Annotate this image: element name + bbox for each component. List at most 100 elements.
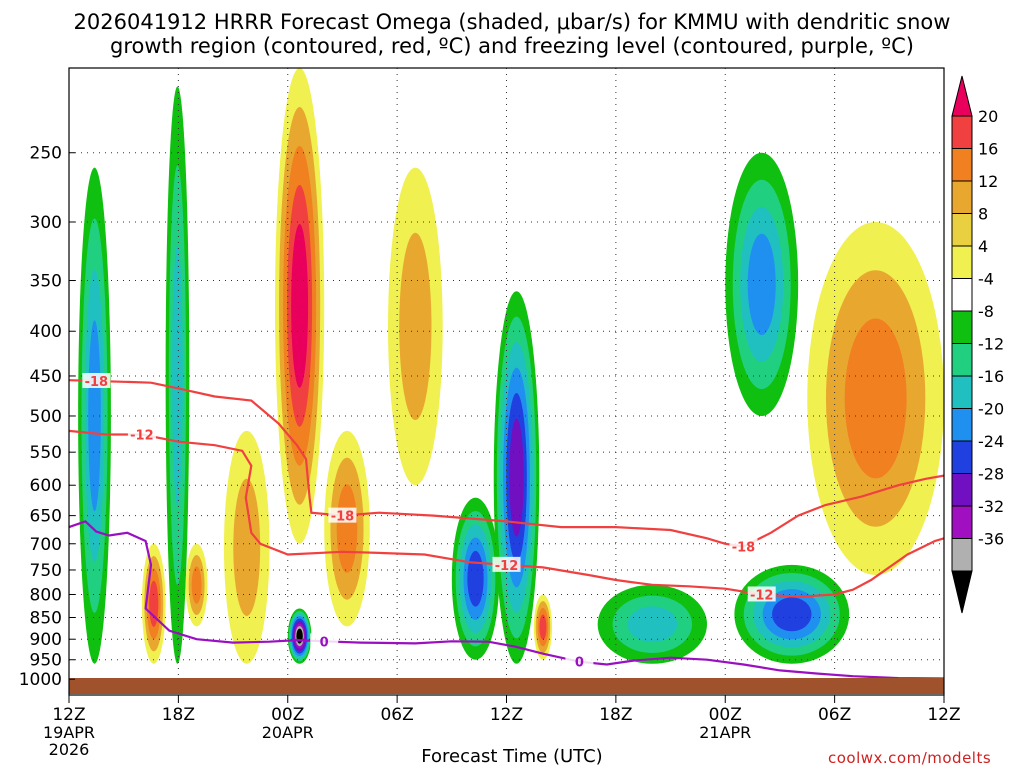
colorbar-top-triangle	[951, 75, 973, 117]
omega-colorbar: 20 16 12 8 4 -4 -8 -12 -16 -20 -24 -28 -32 -36	[951, 75, 1004, 614]
chart-title-line-2: growth region (contoured, red, ºC) and f…	[110, 34, 914, 58]
colorbar-swatch-1	[951, 115, 973, 149]
freezing-level-line	[69, 520, 944, 680]
contour-minus18-label: -18	[331, 510, 355, 525]
colorbar-label: 8	[978, 205, 988, 224]
x-tick-label: 00Z	[271, 705, 304, 725]
colorbar-swatch-10	[951, 408, 973, 442]
x-tick-sublabel: 2026	[49, 740, 90, 759]
colorbar-label: 16	[978, 140, 998, 159]
colorbar-label: 12	[978, 172, 998, 191]
contour-minus12-label: -12	[750, 588, 774, 603]
omega-region-13-level-3	[747, 233, 776, 336]
freezing-level-label: 0	[575, 656, 584, 671]
y-tick-label: 450	[30, 367, 62, 387]
x-tick-sublabel: 19APR	[43, 723, 95, 742]
colorbar-swatch-3	[951, 180, 973, 214]
omega-region-15-level-2	[844, 318, 907, 479]
colorbar-label: 20	[978, 107, 998, 126]
pressure-axis: 2503003504004505005506006507007508008509…	[19, 144, 75, 690]
omega-region-10-level-5	[509, 418, 524, 537]
x-tick-sublabel: 21APR	[699, 723, 751, 742]
contour-minus12-label-bg	[492, 556, 521, 572]
omega-region-3-level-2	[191, 566, 202, 604]
x-tick-sublabel: 20APR	[262, 723, 314, 742]
freezing-level-label: 0	[320, 635, 329, 650]
y-tick-label: 600	[30, 476, 62, 496]
y-tick-label: 800	[30, 585, 62, 605]
contour-minus18-label: -18	[85, 375, 109, 390]
colorbar-swatch-14	[951, 538, 973, 572]
y-tick-label: 300	[30, 213, 62, 233]
contour-minus18-line	[69, 379, 944, 548]
y-tick-label: 650	[30, 507, 62, 527]
x-tick-label: 00Z	[709, 705, 742, 725]
colorbar-swatch-7	[951, 310, 973, 344]
contour-minus12-label: -12	[495, 559, 519, 574]
colorbar-label: -16	[978, 367, 1004, 386]
colorbar-label: -20	[978, 400, 1004, 419]
y-tick-label: 550	[30, 443, 62, 463]
x-tick-label: 12Z	[490, 705, 523, 725]
colorbar-bottom-triangle	[951, 570, 973, 614]
colorbar-label: -4	[978, 270, 994, 289]
colorbar-label: -28	[978, 465, 1004, 484]
x-tick-label: 18Z	[599, 705, 632, 725]
colorbar-swatch-8	[951, 343, 973, 377]
contour-minus18-label-bg	[729, 538, 758, 554]
credit-link[interactable]: coolwx.com/modelts	[828, 749, 992, 767]
y-tick-label: 700	[30, 535, 62, 555]
y-tick-label: 850	[30, 609, 62, 629]
contour-minus12-line	[69, 429, 944, 598]
contour-minus12-label-bg	[127, 426, 156, 442]
y-tick-label: 950	[30, 651, 62, 671]
x-tick-label: 06Z	[380, 705, 413, 725]
y-tick-label: 900	[30, 630, 62, 650]
x-tick-label: 12Z	[927, 705, 960, 725]
omega-region-0-level-3	[88, 320, 101, 512]
x-axis-label: Forecast Time (UTC)	[421, 746, 603, 767]
freezing-level-label-bg	[565, 653, 594, 669]
omega-region-1-level-2	[172, 244, 183, 506]
contour-minus18-label-bg	[328, 507, 357, 523]
x-tick-label: 18Z	[162, 705, 195, 725]
colorbar-swatch-2	[951, 148, 973, 182]
colorbar-label: 4	[978, 237, 988, 256]
omega-region-11-level-3	[539, 614, 547, 640]
contour-minus12-label: -12	[130, 429, 154, 444]
colorbar-label: -36	[978, 530, 1004, 549]
colorbar-swatch-11	[951, 440, 973, 474]
y-tick-label: 750	[30, 561, 62, 581]
x-tick-label: 12Z	[52, 705, 85, 725]
omega-region-14-level-4	[772, 597, 812, 632]
omega-shading	[78, 68, 944, 664]
omega-region-9-level-4	[467, 550, 484, 607]
y-tick-label: 400	[30, 322, 62, 342]
colorbar-swatch-6	[951, 278, 973, 312]
colorbar-label: -12	[978, 335, 1004, 354]
contour-minus12-label-bg	[747, 586, 776, 602]
omega-region-8-level-1	[399, 232, 432, 421]
contour-minus18-label-bg	[82, 372, 111, 388]
y-tick-label: 350	[30, 272, 62, 292]
omega-region-4-level-1	[233, 478, 261, 616]
temperature-contours: -18 -18 -18 -12 -12 -12 0 0	[69, 372, 944, 680]
colorbar-swatch-5	[951, 245, 973, 279]
colorbar-swatch-12	[951, 473, 973, 507]
ground-strip	[69, 678, 944, 694]
freezing-level-label-bg	[310, 633, 339, 649]
colorbar-swatch-9	[951, 375, 973, 409]
y-tick-label: 500	[30, 407, 62, 427]
x-tick-label: 06Z	[818, 705, 851, 725]
colorbar-label: -32	[978, 497, 1004, 516]
y-tick-label: 250	[30, 144, 62, 164]
omega-region-5-level-4	[291, 224, 309, 388]
omega-region-7-level-2	[336, 484, 358, 573]
colorbar-label: -8	[978, 302, 994, 321]
contour-minus18-label: -18	[732, 540, 756, 555]
omega-region-12-level-2	[627, 606, 678, 643]
colorbar-label: -24	[978, 432, 1004, 451]
chart-title-line-1: 2026041912 HRRR Forecast Omega (shaded, …	[73, 10, 951, 34]
